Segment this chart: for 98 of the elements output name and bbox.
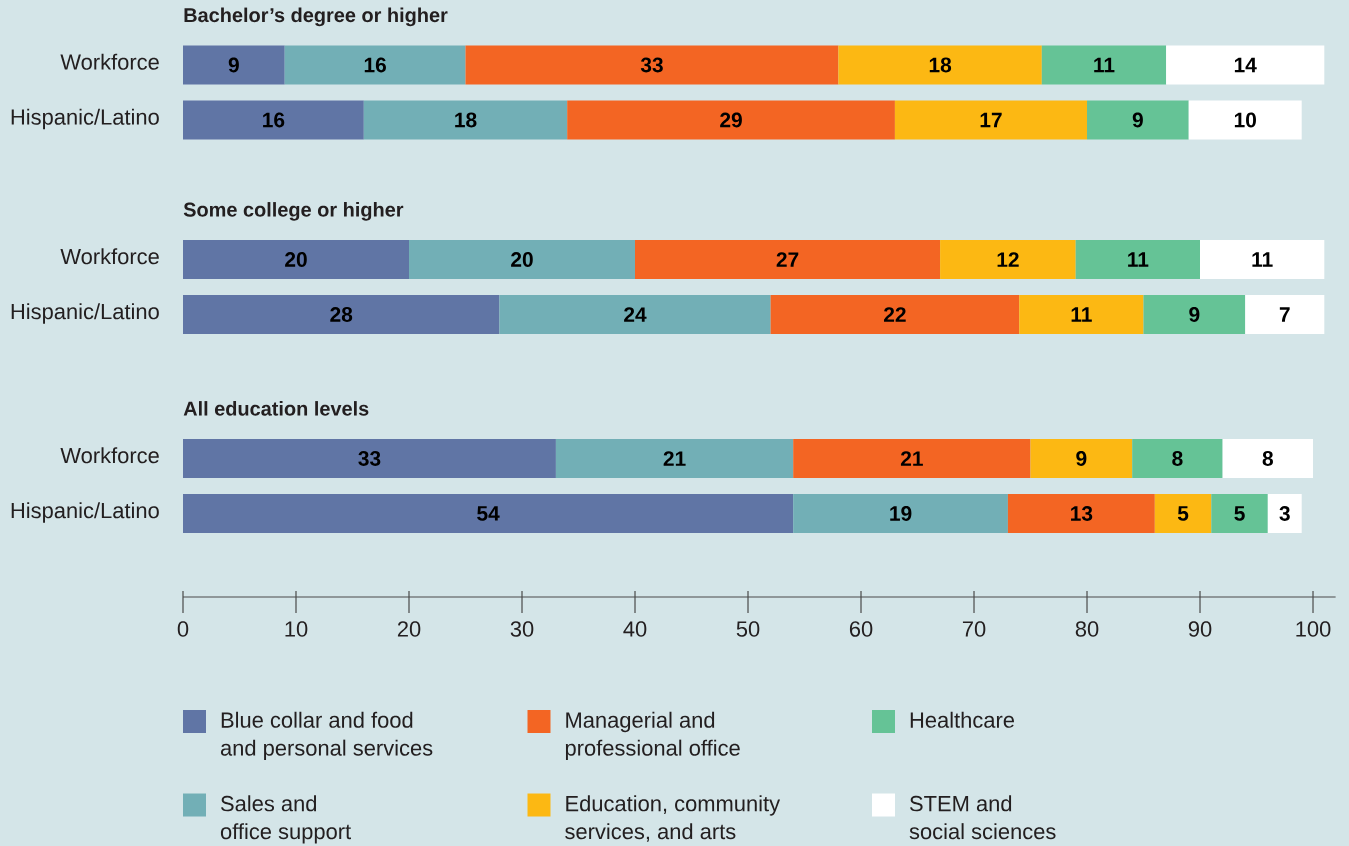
y-tick-label: Hispanic/Latino <box>11 303 159 324</box>
chart-title: All education levels <box>183 401 369 416</box>
bar <box>1154 494 1212 533</box>
bar <box>1132 439 1223 478</box>
data-label: 33 <box>640 57 663 73</box>
data-label: 21 <box>900 451 923 466</box>
x-tick-label: 60 <box>849 621 873 637</box>
x-tick-label: 50 <box>736 621 760 637</box>
data-label: 5 <box>1177 506 1189 521</box>
bar <box>770 294 1020 334</box>
bar <box>363 100 568 140</box>
chart-title: Bachelor’s degree or higher <box>184 7 448 27</box>
bar <box>1200 239 1325 279</box>
legend-label: Education, community services, and arts <box>565 795 781 842</box>
bar <box>1019 294 1144 334</box>
bar <box>1087 100 1189 140</box>
x-tick-label: 30 <box>510 621 534 637</box>
bar <box>183 100 364 140</box>
data-label: 13 <box>1071 506 1093 521</box>
bar <box>1188 100 1302 140</box>
legend-label: Healthcare <box>910 711 1014 728</box>
bar <box>183 239 409 279</box>
data-label: 3 <box>1279 506 1290 521</box>
data-label: 5 <box>1234 506 1245 521</box>
data-label: 20 <box>285 252 307 267</box>
data-label: 12 <box>997 252 1019 267</box>
x-tick-label: 70 <box>962 621 986 637</box>
bar <box>894 100 1088 140</box>
x-tick-label: 100 <box>1296 621 1331 637</box>
bar <box>793 494 1008 533</box>
bar <box>940 239 1076 279</box>
x-tick-label: 90 <box>1188 621 1212 637</box>
x-tick-label: 0 <box>177 621 189 637</box>
bar <box>838 45 1042 85</box>
data-label: 18 <box>455 112 477 128</box>
legend-label: Managerial and professional office <box>565 711 740 761</box>
data-label: 20 <box>511 252 533 267</box>
legend-label: STEM and social sciences <box>909 795 1056 840</box>
bar <box>793 439 1031 478</box>
data-label: 11 <box>1094 57 1115 73</box>
y-tick-label: Workforce <box>60 248 159 265</box>
data-label: 9 <box>228 57 239 73</box>
bar <box>183 294 500 334</box>
data-label: 18 <box>929 57 952 73</box>
chart-title: Some college or higher <box>183 202 404 221</box>
bar <box>284 45 466 85</box>
bar <box>1222 439 1314 478</box>
bar <box>409 239 635 279</box>
data-label: 16 <box>364 57 386 73</box>
data-label: 54 <box>477 506 500 521</box>
bar <box>635 239 941 279</box>
bar <box>1143 294 1246 334</box>
data-label: 19 <box>890 506 912 521</box>
bar <box>1267 494 1302 533</box>
legend-label: Sales and office support <box>220 795 351 844</box>
bar <box>499 294 771 334</box>
data-label: 8 <box>1172 451 1183 466</box>
bar <box>183 439 556 478</box>
y-tick-label: Workforce <box>60 447 159 464</box>
bar <box>465 45 839 85</box>
x-tick-label: 80 <box>1075 621 1099 637</box>
data-label: 9 <box>1076 451 1087 466</box>
data-label: 22 <box>883 307 906 322</box>
data-label: 11 <box>1071 307 1092 322</box>
bar <box>555 439 794 478</box>
data-label: 11 <box>1252 252 1273 267</box>
data-label: 7 <box>1279 307 1290 322</box>
bar <box>1075 239 1201 279</box>
bar <box>1211 494 1268 533</box>
y-tick-label: Hispanic/Latino <box>11 108 159 130</box>
data-label: 24 <box>624 307 647 322</box>
data-label: 9 <box>1189 307 1200 322</box>
legend-label: Blue collar and food and personal services <box>220 711 433 761</box>
bar <box>567 100 895 140</box>
data-label: 11 <box>1128 252 1149 267</box>
data-label: 21 <box>663 451 686 466</box>
bar <box>183 45 285 85</box>
bar <box>1245 294 1325 334</box>
x-tick-label: 10 <box>285 621 308 637</box>
bar <box>1030 439 1133 478</box>
x-tick-label: 40 <box>623 621 647 637</box>
data-label: 9 <box>1132 112 1143 128</box>
data-label: 16 <box>263 112 285 128</box>
y-tick-label: Hispanic/Latino <box>11 502 159 523</box>
y-tick-label: Workforce <box>60 53 159 70</box>
data-label: 17 <box>980 112 1002 128</box>
data-label: 33 <box>358 451 381 466</box>
x-tick-label: 20 <box>397 621 421 637</box>
data-label: 10 <box>1234 112 1256 128</box>
data-label: 14 <box>1234 57 1257 73</box>
bar <box>183 494 794 533</box>
bar <box>1166 45 1325 85</box>
data-label: 29 <box>720 112 742 128</box>
data-label: 27 <box>776 252 799 267</box>
bar <box>1041 45 1167 85</box>
data-label: 8 <box>1262 451 1273 466</box>
data-label: 28 <box>330 307 353 322</box>
bar <box>1007 494 1155 533</box>
